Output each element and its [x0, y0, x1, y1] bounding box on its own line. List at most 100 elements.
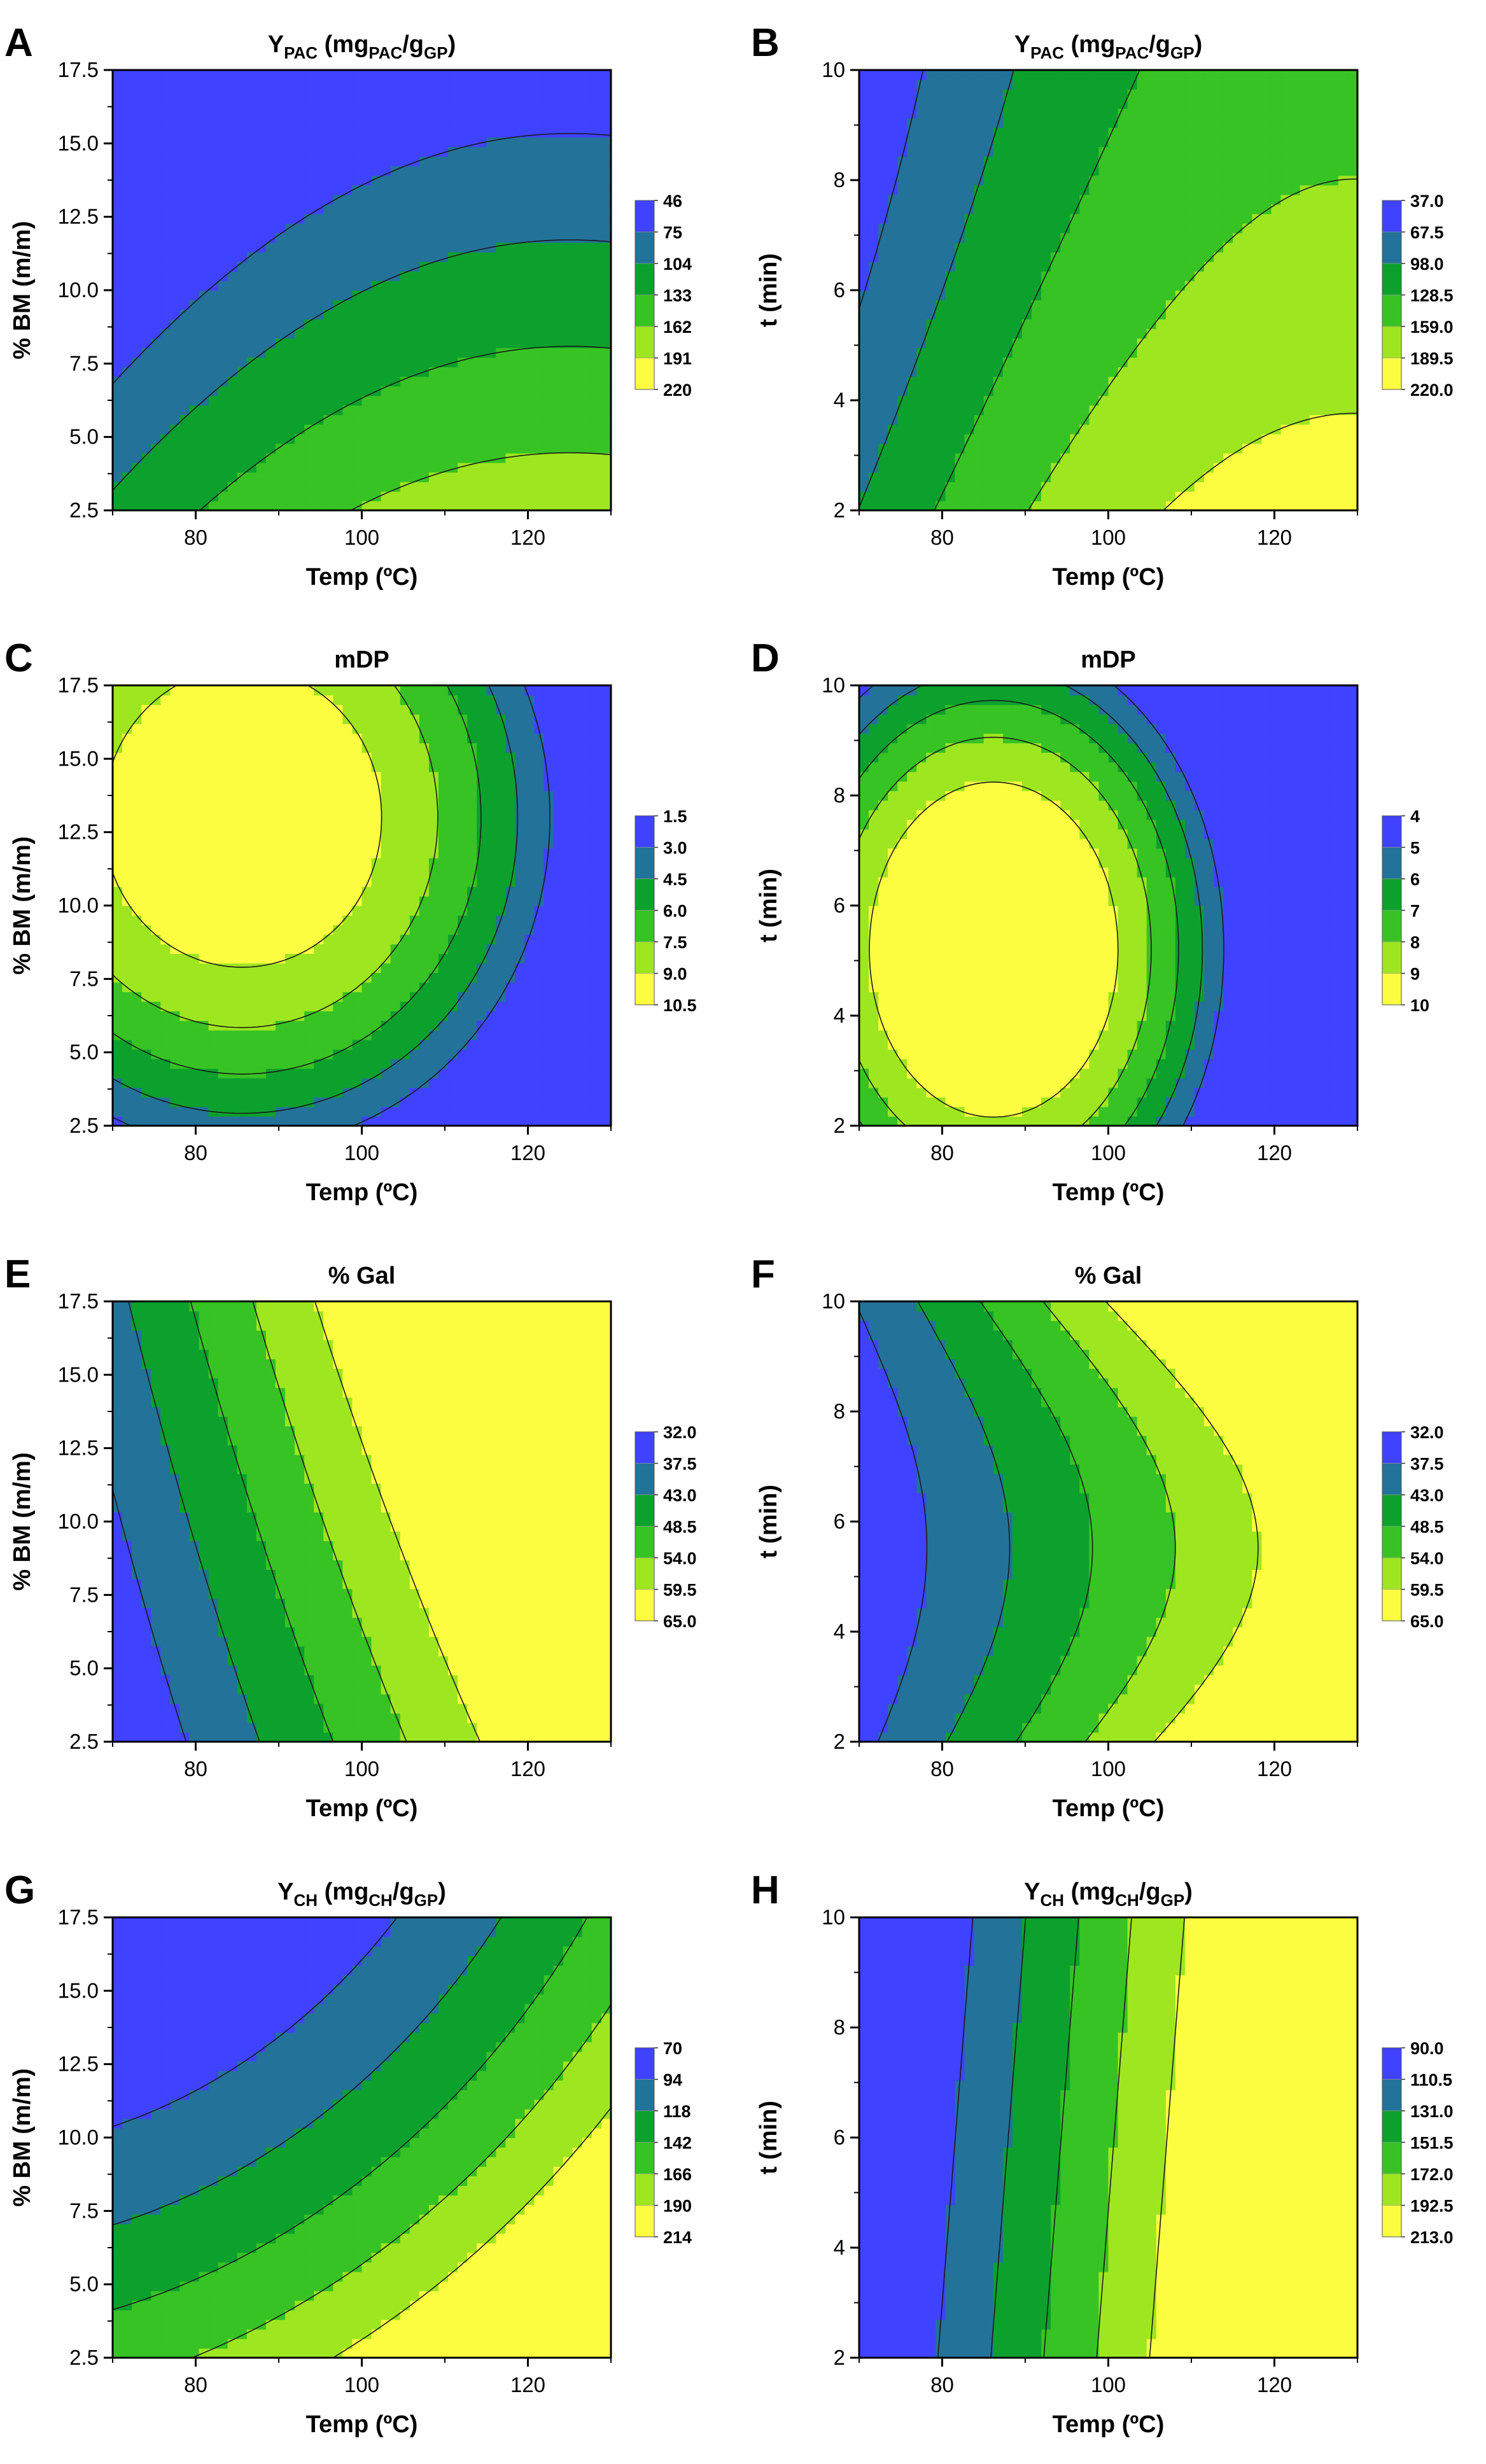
contour-cell [955, 127, 965, 138]
contour-cell [591, 185, 602, 195]
contour-cell [1309, 251, 1320, 262]
contour-cell [572, 491, 583, 501]
contour-cell [1204, 357, 1214, 368]
contour-cell [983, 89, 994, 99]
contour-cell [1242, 433, 1253, 444]
contour-cell [448, 452, 458, 463]
contour-cell [1032, 280, 1042, 291]
contour-cell [964, 338, 975, 349]
contour-cell [237, 376, 248, 387]
contour-cell [1098, 232, 1109, 243]
contour-cell [400, 261, 410, 272]
contour-cell [1195, 309, 1205, 319]
contour-cell [342, 261, 353, 272]
contour-cell [1127, 223, 1138, 234]
contour-cell [448, 127, 458, 138]
contour-cell [1261, 89, 1272, 99]
contour-cell [179, 405, 190, 416]
contour-cell [323, 242, 334, 253]
contour-cell [170, 80, 181, 90]
contour-cell [582, 319, 592, 329]
contour-cell [438, 472, 449, 482]
contour-cell [352, 347, 363, 358]
contour-cell [1002, 156, 1013, 167]
contour-cell [1261, 280, 1272, 291]
contour-cell [543, 347, 554, 358]
contour-cell [400, 232, 410, 243]
contour-cell [265, 213, 276, 224]
contour-cell [113, 1087, 123, 1098]
contour-cell [1328, 108, 1339, 119]
contour-cell [582, 405, 592, 416]
contour-cell [1338, 156, 1349, 167]
contour-cell [448, 108, 458, 119]
contour-cell [1261, 500, 1272, 510]
contour-cell [1242, 137, 1253, 148]
contour-cell [179, 165, 190, 176]
contour-cell [237, 338, 248, 349]
contour-cell [400, 146, 410, 157]
contour-cell [515, 405, 526, 416]
contour-cell [199, 223, 209, 234]
contour-cell [888, 300, 899, 310]
contour-cell [1233, 108, 1244, 119]
contour-cell [352, 452, 363, 463]
contour-cell [381, 127, 391, 138]
contour-cell [543, 414, 554, 425]
contour-cell [1271, 280, 1282, 291]
contour-cell [1309, 414, 1320, 425]
contour-cell [1290, 386, 1301, 396]
contour-cell [1146, 414, 1157, 425]
contour-cell [534, 270, 545, 281]
contour-cell [285, 165, 295, 176]
contour-cell [1002, 175, 1013, 186]
contour-cell [323, 462, 334, 473]
contour-cell [199, 270, 209, 281]
contour-cell [1070, 386, 1081, 396]
contour-cell [1328, 232, 1339, 243]
contour-cell [1271, 165, 1282, 176]
contour-cell [1051, 328, 1062, 339]
contour-cell [285, 194, 295, 205]
contour-cell [448, 213, 458, 224]
contour-cell [1012, 242, 1023, 253]
contour-cell [438, 491, 449, 501]
contour-cell [974, 242, 985, 253]
contour-cell [553, 347, 564, 358]
contour-cell [955, 290, 965, 300]
contour-cell [304, 414, 315, 425]
contour-cell [304, 242, 315, 253]
contour-cell [1319, 395, 1329, 406]
contour-cell [515, 328, 526, 339]
contour-cell [237, 319, 248, 329]
contour-cell [907, 386, 918, 396]
contour-cell [438, 127, 449, 138]
contour-cell [265, 452, 276, 463]
contour-cell [553, 462, 564, 473]
contour-cell [141, 194, 152, 205]
contour-cell [342, 194, 353, 205]
contour-cell [1309, 223, 1320, 234]
contour-cell [1338, 481, 1349, 492]
contour-cell [1328, 414, 1339, 425]
contour-cell [1070, 300, 1081, 310]
contour-cell [218, 137, 228, 148]
contour-cell [572, 357, 583, 368]
contour-cell [1051, 261, 1062, 272]
contour-cell [505, 194, 516, 205]
contour-cell [563, 213, 573, 224]
contour-cell [1261, 127, 1272, 138]
contour-cell [323, 108, 334, 119]
contour-cell [983, 194, 994, 205]
contour-cell [936, 80, 946, 90]
contour-cell [1184, 146, 1195, 157]
contour-cell [1165, 242, 1176, 253]
contour-cell [496, 232, 507, 243]
contour-cell [553, 280, 564, 291]
contour-cell [265, 414, 276, 425]
contour-cell [381, 261, 391, 272]
contour-cell [295, 89, 305, 99]
contour-cell [428, 357, 439, 368]
contour-cell [246, 347, 257, 358]
contour-cell [1175, 185, 1186, 195]
